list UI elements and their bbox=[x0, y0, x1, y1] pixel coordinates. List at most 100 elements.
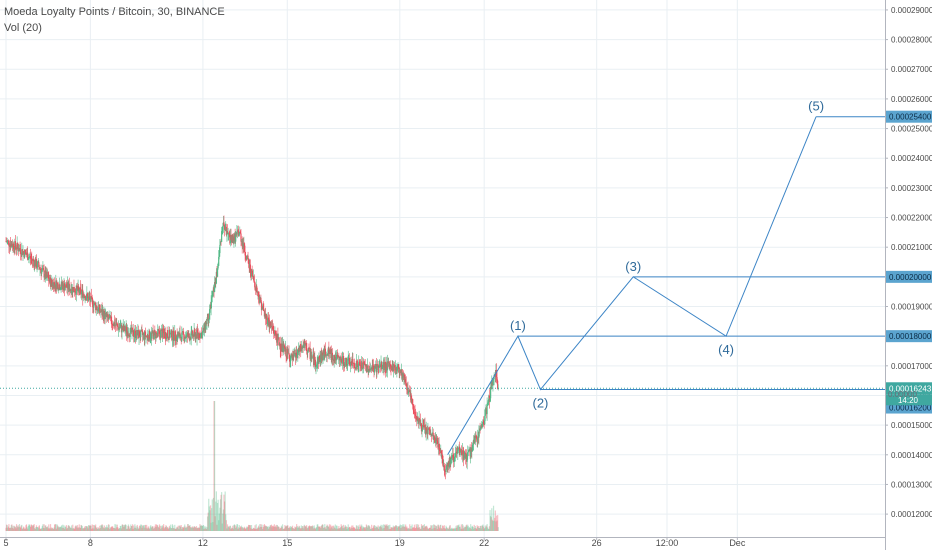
volume-bar bbox=[180, 526, 182, 531]
volume-bar bbox=[25, 524, 28, 531]
volume-bar bbox=[488, 526, 491, 531]
volume-bar bbox=[225, 520, 227, 531]
volume-bar bbox=[348, 526, 350, 531]
volume-bar bbox=[311, 526, 313, 531]
candle-body bbox=[436, 439, 438, 442]
volume-bar bbox=[359, 526, 362, 531]
volume-bar bbox=[156, 524, 158, 531]
candle-body bbox=[354, 363, 356, 369]
volume-bar bbox=[372, 528, 374, 531]
symbol-title[interactable]: Moeda Loyalty Points / Bitcoin, 30, BINA… bbox=[4, 6, 225, 18]
volume-bar bbox=[478, 528, 481, 531]
volume-bar bbox=[493, 520, 495, 531]
volume-bar bbox=[491, 508, 493, 531]
volume-bar bbox=[117, 527, 119, 531]
volume-bar bbox=[163, 524, 165, 531]
volume-bar bbox=[268, 526, 270, 531]
candle-body bbox=[237, 230, 239, 232]
candle-body bbox=[393, 364, 395, 366]
price-tick-label: 0.00014000 bbox=[891, 451, 932, 460]
candle-body bbox=[83, 294, 85, 296]
volume-bar bbox=[242, 528, 244, 531]
volume-bar bbox=[100, 525, 103, 531]
volume-bar bbox=[433, 524, 435, 531]
time-tick-label: 15 bbox=[282, 538, 292, 548]
candle-body bbox=[117, 327, 120, 330]
candle-body bbox=[68, 283, 70, 292]
candle-body bbox=[447, 465, 449, 467]
volume-bar bbox=[89, 525, 91, 531]
volume-bar bbox=[123, 526, 125, 531]
candle-body bbox=[247, 255, 249, 260]
candle-body bbox=[246, 256, 248, 260]
volume-bar bbox=[184, 524, 186, 531]
candle-body bbox=[425, 428, 427, 435]
volume-bar bbox=[363, 527, 365, 531]
volume-bar bbox=[432, 525, 434, 531]
volume-bar bbox=[443, 527, 445, 531]
candle-body bbox=[347, 357, 349, 364]
volume-bar bbox=[477, 525, 479, 531]
candle-body bbox=[258, 296, 260, 303]
volume-bar bbox=[410, 528, 413, 531]
candle-body bbox=[427, 429, 429, 435]
candle-body bbox=[153, 330, 155, 340]
candle-body bbox=[471, 451, 473, 452]
candle-body bbox=[94, 302, 96, 304]
volume-bar bbox=[129, 528, 131, 531]
volume-bar bbox=[437, 524, 440, 531]
candle-body bbox=[219, 241, 222, 245]
volume-bar bbox=[204, 528, 206, 531]
volume-indicator-label[interactable]: Vol (20) bbox=[4, 22, 42, 34]
volume-bar bbox=[374, 528, 376, 531]
candle-body bbox=[256, 286, 258, 293]
volume-bar bbox=[454, 527, 456, 531]
volume-bar bbox=[482, 526, 485, 531]
candle-body bbox=[358, 361, 360, 366]
volume-bar bbox=[168, 525, 171, 531]
candle-body bbox=[407, 387, 409, 394]
volume-bar bbox=[337, 528, 339, 531]
volume-bar bbox=[353, 527, 355, 531]
candle-body bbox=[160, 330, 162, 338]
volume-bar bbox=[368, 525, 370, 531]
price-tick-label: 0.00019000 bbox=[891, 303, 932, 312]
candle-body bbox=[46, 271, 48, 277]
volume-bar bbox=[177, 527, 179, 531]
volume-value-label: 0.00000 bbox=[888, 390, 917, 399]
candle-body bbox=[47, 274, 49, 278]
candle-body bbox=[481, 423, 484, 428]
candle-body bbox=[275, 334, 277, 338]
candle-body bbox=[260, 297, 262, 303]
volume-bar bbox=[100, 525, 102, 531]
wave-label: (3) bbox=[625, 259, 641, 274]
volume-bar bbox=[70, 527, 72, 531]
volume-bar bbox=[223, 494, 225, 531]
volume-bar bbox=[136, 528, 138, 531]
volume-bar bbox=[327, 525, 329, 531]
candle-body bbox=[441, 454, 444, 464]
volume-bar bbox=[314, 527, 316, 531]
volume-bar bbox=[73, 528, 75, 531]
volume-bar bbox=[188, 525, 190, 531]
volume-bar bbox=[497, 527, 499, 531]
volume-bar bbox=[320, 528, 322, 531]
volume-bar bbox=[80, 525, 83, 531]
candle-body bbox=[191, 330, 193, 337]
volume-bar bbox=[467, 526, 469, 531]
candle-body bbox=[119, 327, 121, 329]
candle-body bbox=[182, 331, 185, 335]
volume-bar bbox=[238, 527, 240, 531]
volume-bar bbox=[68, 525, 70, 531]
time-axis[interactable]: 5 8 12 15 19 22 26 12:00 Dec bbox=[0, 537, 885, 548]
volume-bar bbox=[221, 523, 223, 531]
volume-bar bbox=[264, 526, 266, 531]
candle-body bbox=[115, 323, 117, 326]
volume-bar bbox=[106, 526, 108, 531]
countdown-box bbox=[886, 394, 932, 406]
volume-bar bbox=[191, 526, 193, 531]
candle-body bbox=[233, 240, 235, 244]
candle-body bbox=[172, 330, 175, 341]
price-axis[interactable]: 0.00029000 0.00028000 0.00027000 0.00026000… bbox=[885, 0, 932, 550]
